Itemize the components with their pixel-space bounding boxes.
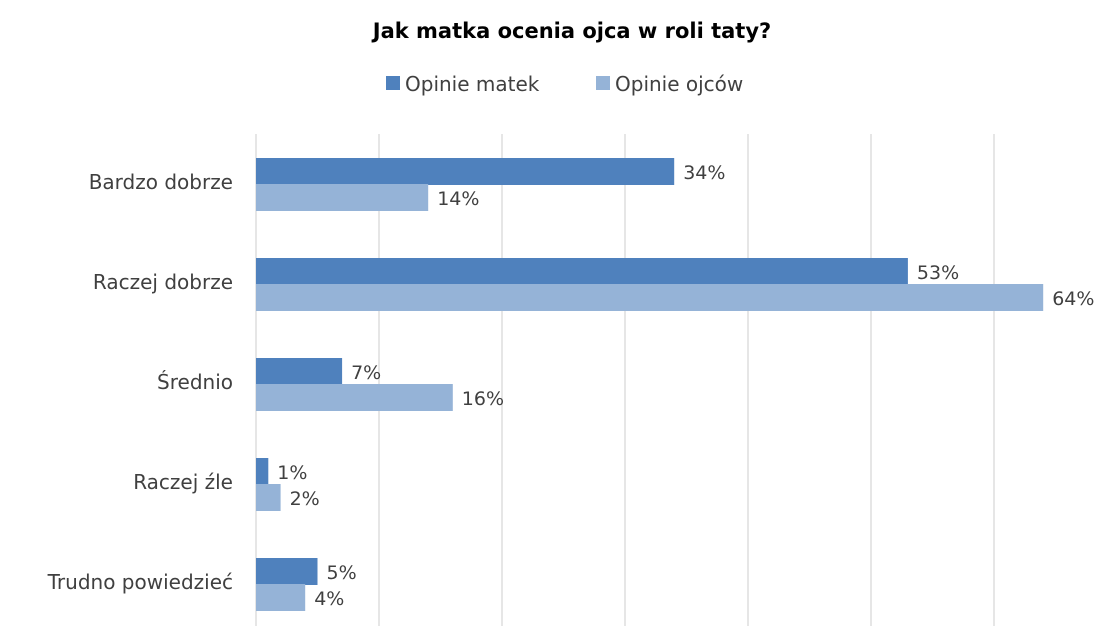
legend-swatch-opinie-ojcow (596, 76, 610, 90)
category-label-trudno-powiedziec: Trudno powiedzieć (47, 570, 233, 594)
bar-opinie-matek-raczej-zle (256, 458, 269, 485)
legend: Opinie matek Opinie ojców (386, 72, 743, 96)
bar-opinie-ojcow-trudno-powiedziec (256, 584, 306, 611)
category-label-raczej-zle: Raczej źle (133, 470, 233, 494)
category-label-raczej-dobrze: Raczej dobrze (93, 270, 233, 294)
category-labels: Bardzo dobrze Raczej dobrze Średnio Raczej … (47, 170, 233, 594)
bar-opinie-matek-raczej-dobrze (256, 258, 908, 285)
legend-label-opinie-ojcow: Opinie ojców (615, 72, 743, 96)
data-label-opinie-matek-bardzo-dobrze: 34% (683, 162, 725, 184)
data-label-opinie-ojcow-trudno-powiedziec: 4% (314, 588, 344, 610)
bar-opinie-matek-trudno-powiedziec (256, 558, 318, 585)
category-label-bardzo-dobrze: Bardzo dobrze (89, 170, 233, 194)
legend-label-opinie-matek: Opinie matek (405, 72, 540, 96)
category-label-srednio: Średnio (157, 370, 233, 394)
data-label-opinie-matek-raczej-dobrze: 53% (917, 262, 959, 284)
bar-opinie-ojcow-raczej-dobrze (256, 284, 1044, 311)
data-labels: 34% 14% 53% 64% 7% 16% 1% 2% 5% 4% (277, 162, 1094, 610)
data-label-opinie-ojcow-raczej-dobrze: 64% (1052, 288, 1094, 310)
legend-swatch-opinie-matek (386, 76, 400, 90)
data-label-opinie-matek-trudno-powiedziec: 5% (327, 562, 357, 584)
chart-title: Jak matka ocenia ojca w roli taty? (371, 19, 771, 43)
data-label-opinie-ojcow-raczej-zle: 2% (290, 488, 320, 510)
bar-opinie-matek-bardzo-dobrze (256, 158, 675, 185)
gridlines (255, 134, 995, 626)
bar-opinie-ojcow-bardzo-dobrze (256, 184, 429, 211)
bar-opinie-matek-srednio (256, 358, 343, 385)
bars (256, 158, 1044, 611)
data-label-opinie-matek-srednio: 7% (351, 362, 381, 384)
data-label-opinie-ojcow-bardzo-dobrze: 14% (437, 188, 479, 210)
bar-opinie-ojcow-raczej-zle (256, 484, 281, 511)
data-label-opinie-matek-raczej-zle: 1% (277, 462, 307, 484)
data-label-opinie-ojcow-srednio: 16% (462, 388, 504, 410)
bar-opinie-ojcow-srednio (256, 384, 453, 411)
